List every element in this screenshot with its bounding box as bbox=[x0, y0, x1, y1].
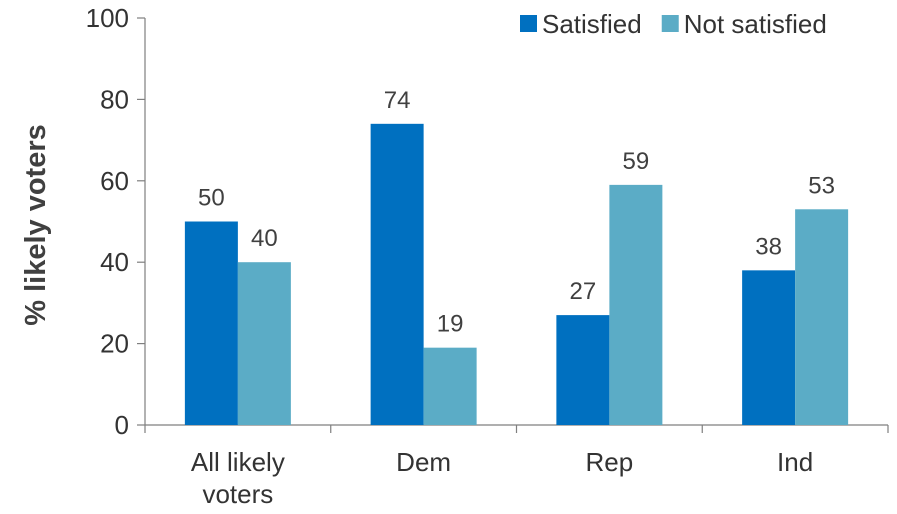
legend-label: Satisfied bbox=[542, 9, 642, 39]
bar bbox=[556, 315, 610, 425]
data-label: 38 bbox=[755, 233, 782, 260]
legend-swatch bbox=[661, 15, 679, 32]
x-category-label: All likely voters bbox=[191, 447, 285, 509]
bar bbox=[423, 347, 477, 425]
y-tick-label: 60 bbox=[100, 166, 129, 196]
x-category-label: Ind bbox=[777, 447, 813, 477]
y-tick-label: 40 bbox=[100, 247, 129, 277]
data-label: 74 bbox=[384, 87, 411, 114]
y-tick-label: 0 bbox=[115, 410, 129, 440]
data-label: 27 bbox=[570, 278, 597, 305]
y-tick-label: 80 bbox=[100, 84, 129, 114]
data-label: 53 bbox=[808, 172, 835, 199]
bar bbox=[184, 221, 238, 425]
legend-swatch bbox=[520, 15, 537, 32]
x-axis: All likely voters Dem Rep Ind bbox=[144, 424, 889, 509]
data-label: 59 bbox=[623, 148, 650, 175]
data-label: 19 bbox=[437, 311, 464, 338]
bar bbox=[795, 209, 849, 425]
bars bbox=[184, 123, 849, 425]
bar bbox=[742, 270, 796, 425]
y-axis: 0 20 40 60 80 100 bbox=[86, 3, 146, 440]
bar bbox=[237, 262, 291, 425]
data-label: 50 bbox=[198, 185, 225, 212]
x-category-label: Rep bbox=[586, 447, 634, 477]
data-label: 40 bbox=[251, 225, 278, 252]
y-tick-label: 20 bbox=[100, 329, 129, 359]
bar bbox=[370, 123, 424, 425]
legend-label: Not satisfied bbox=[684, 9, 827, 39]
x-category-label: Dem bbox=[396, 447, 451, 477]
y-tick-label: 100 bbox=[86, 3, 129, 33]
data-labels: 50 74 27 38 40 19 59 53 bbox=[198, 87, 835, 338]
y-axis-title: % likely voters bbox=[20, 124, 52, 326]
bar bbox=[609, 184, 663, 425]
legend: Satisfied Not satisfied bbox=[520, 9, 827, 39]
